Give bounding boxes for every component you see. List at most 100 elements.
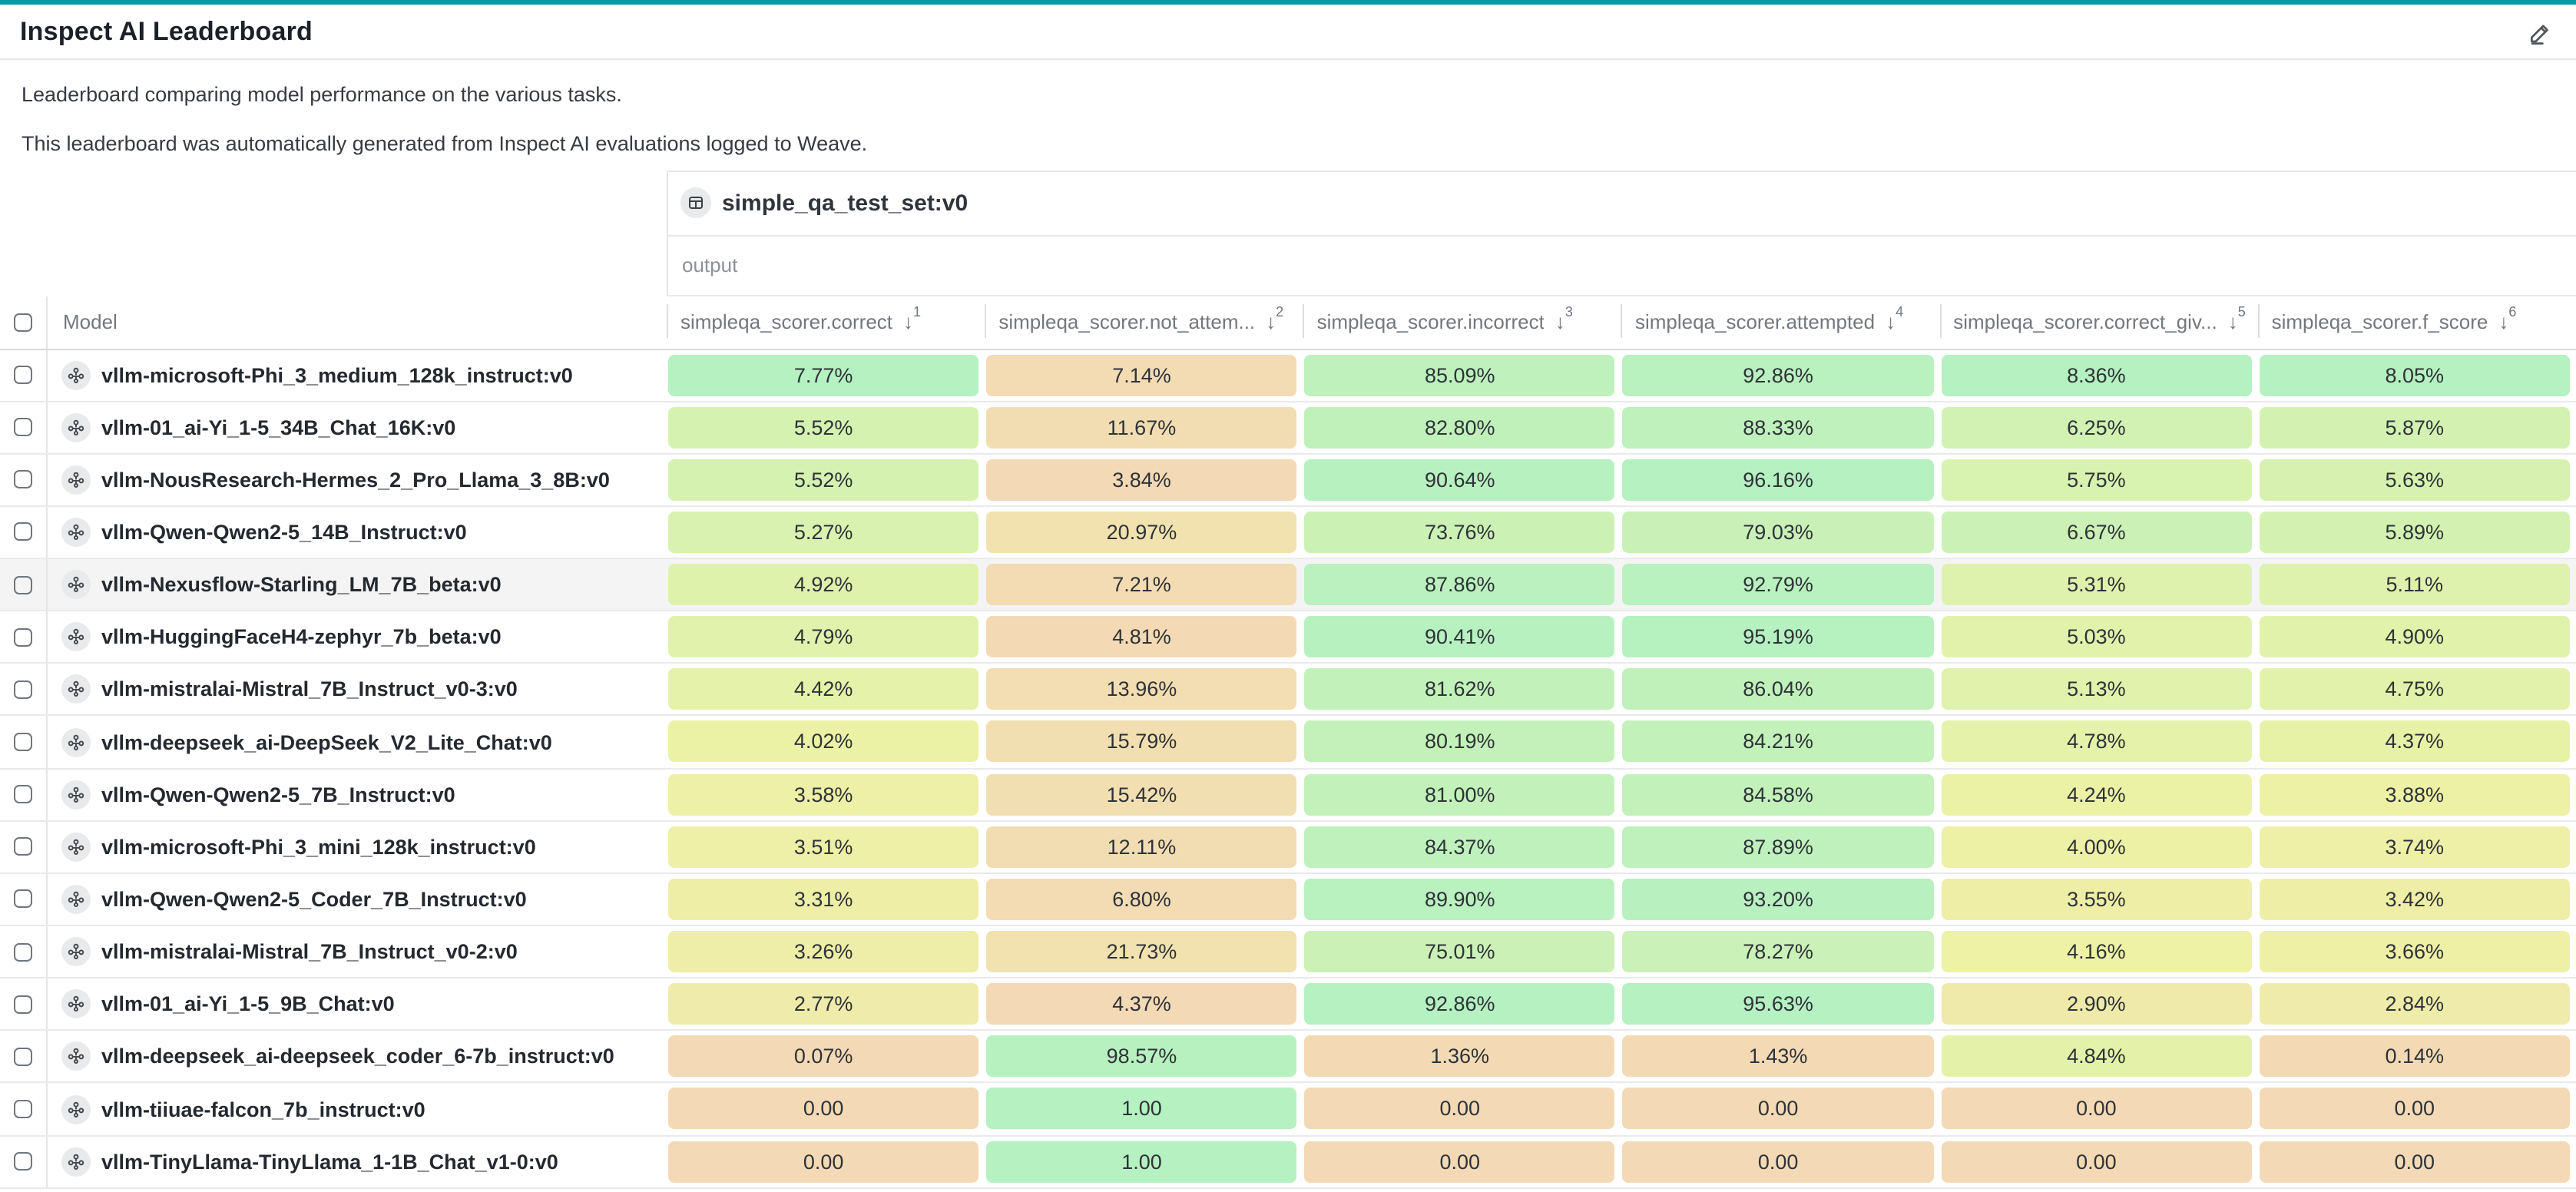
row-checkbox[interactable]: [14, 733, 32, 752]
score-pill[interactable]: 73.76%: [1304, 511, 1615, 553]
score-pill[interactable]: 13.96%: [986, 668, 1297, 710]
score-pill[interactable]: 4.81%: [986, 616, 1297, 658]
model-cell[interactable]: vllm-HuggingFaceH4-zephyr_7b_beta:v0: [48, 611, 667, 662]
score-pill[interactable]: 4.02%: [668, 720, 979, 763]
score-pill[interactable]: 98.57%: [986, 1035, 1297, 1078]
dataset-group-cell[interactable]: simple_qa_test_set:v0: [667, 171, 2576, 236]
score-pill[interactable]: 0.00: [2259, 1088, 2570, 1130]
column-header-simpleqa-scorer-not-attem-[interactable]: simpleqa_scorer.not_attem... ↓ 2: [985, 296, 1303, 348]
score-pill[interactable]: 86.04%: [1622, 668, 1934, 710]
score-pill[interactable]: 4.78%: [1941, 720, 2252, 763]
model-name[interactable]: vllm-TinyLlama-TinyLlama_1-1B_Chat_v1-0:…: [101, 1150, 558, 1174]
model-cell[interactable]: vllm-Qwen-Qwen2-5_14B_Instruct:v0: [48, 507, 667, 558]
score-pill[interactable]: 95.19%: [1622, 616, 1934, 658]
score-pill[interactable]: 4.84%: [1941, 1035, 2252, 1078]
model-cell[interactable]: vllm-deepseek_ai-DeepSeek_V2_Lite_Chat:v…: [48, 717, 667, 767]
score-pill[interactable]: 3.31%: [668, 878, 979, 920]
row-checkbox[interactable]: [14, 1152, 32, 1171]
score-pill[interactable]: 3.42%: [2259, 878, 2570, 920]
score-pill[interactable]: 5.03%: [1941, 616, 2252, 658]
model-name[interactable]: vllm-mistralai-Mistral_7B_Instruct_v0-2:…: [101, 940, 518, 964]
table-row[interactable]: vllm-mistralai-Mistral_7B_Instruct_v0-2:…: [0, 926, 2576, 979]
model-name[interactable]: vllm-Qwen-Qwen2-5_14B_Instruct:v0: [101, 520, 467, 544]
table-row[interactable]: vllm-HuggingFaceH4-zephyr_7b_beta:v0 4.79…: [0, 611, 2576, 664]
score-pill[interactable]: 2.84%: [2259, 983, 2570, 1025]
score-pill[interactable]: 81.00%: [1304, 773, 1615, 816]
table-row[interactable]: vllm-Nexusflow-Starling_LM_7B_beta:v0 4.9…: [0, 559, 2576, 612]
table-row[interactable]: vllm-Qwen-Qwen2-5_14B_Instruct:v0 5.27% 20…: [0, 506, 2576, 560]
table-row[interactable]: vllm-NousResearch-Hermes_2_Pro_Llama_3_8…: [0, 454, 2576, 507]
score-pill[interactable]: 75.01%: [1304, 931, 1615, 973]
score-pill[interactable]: 4.37%: [2259, 720, 2570, 763]
score-pill[interactable]: 88.33%: [1622, 406, 1934, 449]
model-name[interactable]: vllm-deepseek_ai-DeepSeek_V2_Lite_Chat:v…: [101, 730, 552, 754]
score-pill[interactable]: 0.00: [1304, 1141, 1615, 1183]
score-pill[interactable]: 0.00: [1622, 1141, 1934, 1183]
table-row[interactable]: vllm-deepseek_ai-DeepSeek_V2_Lite_Chat:v…: [0, 716, 2576, 770]
score-pill[interactable]: 92.86%: [1304, 983, 1615, 1025]
column-header-simpleqa-scorer-f-score[interactable]: simpleqa_scorer.f_score ↓ 6: [2257, 296, 2576, 348]
model-cell[interactable]: vllm-Qwen-Qwen2-5_7B_Instruct:v0: [48, 769, 667, 820]
score-pill[interactable]: 3.51%: [668, 826, 979, 868]
score-pill[interactable]: 3.66%: [2259, 931, 2570, 973]
table-row[interactable]: vllm-Qwen-Qwen2-5_Coder_7B_Instruct:v0 3.…: [0, 873, 2576, 927]
score-pill[interactable]: 5.75%: [1941, 459, 2252, 501]
score-pill[interactable]: 0.00: [1304, 1088, 1615, 1130]
score-pill[interactable]: 3.58%: [668, 773, 979, 816]
model-cell[interactable]: vllm-01_ai-Yi_1-5_34B_Chat_16K:v0: [48, 402, 667, 452]
column-header-simpleqa-scorer-correct[interactable]: simpleqa_scorer.correct ↓ 1: [667, 296, 985, 348]
score-pill[interactable]: 5.52%: [668, 459, 979, 501]
row-checkbox[interactable]: [14, 1047, 32, 1066]
score-pill[interactable]: 12.11%: [986, 826, 1297, 868]
row-checkbox[interactable]: [14, 470, 32, 489]
score-pill[interactable]: 4.79%: [668, 616, 979, 658]
score-pill[interactable]: 3.88%: [2259, 773, 2570, 816]
model-name[interactable]: vllm-01_ai-Yi_1-5_34B_Chat_16K:v0: [101, 416, 456, 439]
column-header-simpleqa-scorer-incorrect[interactable]: simpleqa_scorer.incorrect ↓ 3: [1303, 296, 1621, 348]
score-pill[interactable]: 5.27%: [668, 511, 979, 553]
score-pill[interactable]: 92.79%: [1622, 564, 1934, 606]
score-pill[interactable]: 1.36%: [1304, 1035, 1615, 1078]
score-pill[interactable]: 4.00%: [1941, 826, 2252, 868]
row-checkbox[interactable]: [14, 575, 32, 594]
score-pill[interactable]: 3.74%: [2259, 826, 2570, 868]
score-pill[interactable]: 8.05%: [2259, 354, 2570, 396]
score-pill[interactable]: 4.75%: [2259, 668, 2570, 710]
model-name[interactable]: vllm-deepseek_ai-deepseek_coder_6-7b_ins…: [101, 1045, 614, 1068]
score-pill[interactable]: 96.16%: [1622, 459, 1934, 501]
score-pill[interactable]: 0.00: [668, 1088, 979, 1130]
score-pill[interactable]: 11.67%: [986, 406, 1297, 449]
score-pill[interactable]: 5.31%: [1941, 564, 2252, 606]
score-pill[interactable]: 2.77%: [668, 983, 979, 1025]
model-name[interactable]: vllm-microsoft-Phi_3_medium_128k_instruc…: [101, 363, 573, 387]
model-cell[interactable]: vllm-01_ai-Yi_1-5_9B_Chat:v0: [48, 978, 667, 1029]
table-row[interactable]: vllm-01_ai-Yi_1-5_9B_Chat:v0 2.77% 4.37% 92…: [0, 978, 2576, 1031]
score-pill[interactable]: 80.19%: [1304, 720, 1615, 763]
score-pill[interactable]: 7.21%: [986, 564, 1297, 606]
score-pill[interactable]: 93.20%: [1622, 878, 1934, 920]
model-cell[interactable]: vllm-mistralai-Mistral_7B_Instruct_v0-3:…: [48, 664, 667, 715]
score-pill[interactable]: 84.37%: [1304, 826, 1615, 868]
edit-button[interactable]: [2524, 17, 2554, 48]
table-row[interactable]: vllm-deepseek_ai-deepseek_coder_6-7b_ins…: [0, 1031, 2576, 1084]
score-pill[interactable]: 2.90%: [1941, 983, 2252, 1025]
model-cell[interactable]: vllm-TinyLlama-TinyLlama_1-1B_Chat_v1-0:…: [48, 1136, 667, 1187]
model-cell[interactable]: vllm-Qwen-Qwen2-5_Coder_7B_Instruct:v0: [48, 874, 667, 925]
model-cell[interactable]: vllm-NousResearch-Hermes_2_Pro_Llama_3_8…: [48, 455, 667, 505]
score-pill[interactable]: 1.00: [986, 1088, 1297, 1130]
model-name[interactable]: vllm-microsoft-Phi_3_mini_128k_instruct:…: [101, 835, 536, 859]
model-cell[interactable]: vllm-tiiuae-falcon_7b_instruct:v0: [48, 1084, 667, 1134]
row-checkbox[interactable]: [14, 418, 32, 437]
model-cell[interactable]: vllm-Nexusflow-Starling_LM_7B_beta:v0: [48, 559, 667, 610]
score-pill[interactable]: 5.63%: [2259, 459, 2570, 501]
score-pill[interactable]: 84.58%: [1622, 773, 1934, 816]
row-checkbox[interactable]: [14, 1100, 32, 1119]
score-pill[interactable]: 0.00: [1622, 1088, 1934, 1130]
score-pill[interactable]: 4.37%: [986, 983, 1297, 1025]
score-pill[interactable]: 7.77%: [668, 354, 979, 396]
model-name[interactable]: vllm-mistralai-Mistral_7B_Instruct_v0-3:…: [101, 677, 518, 701]
model-name[interactable]: vllm-HuggingFaceH4-zephyr_7b_beta:v0: [101, 625, 502, 649]
score-pill[interactable]: 95.63%: [1622, 983, 1934, 1025]
score-pill[interactable]: 4.42%: [668, 668, 979, 710]
score-pill[interactable]: 5.87%: [2259, 406, 2570, 449]
